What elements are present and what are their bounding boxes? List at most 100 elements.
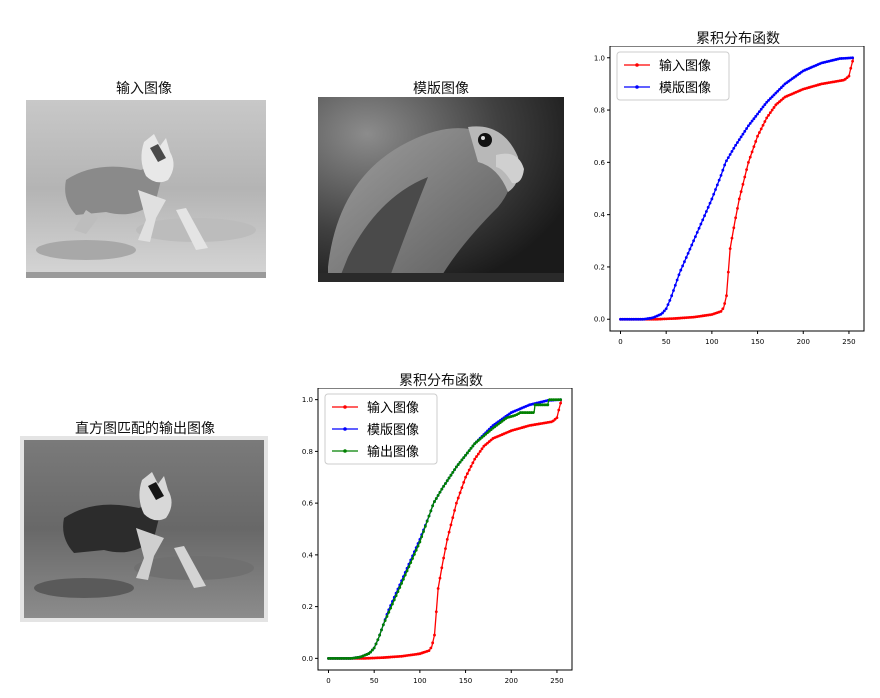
series-point-0	[752, 145, 756, 149]
series-point-1	[721, 168, 725, 172]
series-point-1	[765, 100, 769, 104]
series-point-0	[745, 168, 748, 172]
series-point-0	[776, 101, 780, 105]
series-point-1	[778, 88, 781, 91]
series-point-0	[737, 197, 741, 201]
series-point-2	[425, 519, 429, 523]
series-point-0	[779, 98, 783, 102]
series-point-0	[553, 417, 557, 421]
series-point-1	[690, 243, 694, 247]
series-point-0	[464, 475, 467, 479]
series-point-2	[403, 573, 407, 577]
series-point-2	[383, 619, 387, 622]
series-point-0	[453, 508, 456, 512]
series-point-1	[748, 121, 752, 125]
series-point-0	[434, 610, 438, 614]
x-tick-label: 250	[842, 338, 855, 346]
y-tick-label: 0.8	[302, 448, 313, 456]
series-point-1	[851, 56, 854, 60]
series-point-1	[714, 188, 717, 191]
series-point-0	[480, 447, 484, 451]
series-point-2	[484, 432, 488, 436]
series-point-2	[442, 484, 446, 488]
series-point-2	[480, 436, 484, 439]
series-point-0	[750, 150, 754, 154]
series-point-2	[418, 540, 422, 544]
series-point-1	[757, 110, 761, 114]
legend-label: 输出图像	[367, 444, 419, 460]
series-point-0	[847, 74, 851, 78]
series-point-0	[759, 127, 763, 131]
series-point-2	[370, 648, 374, 652]
y-tick-label: 0.6	[594, 159, 606, 167]
series-point-2	[380, 628, 383, 632]
series-point-0	[447, 530, 451, 534]
series-point-1	[772, 93, 776, 97]
series-point-0	[451, 516, 455, 520]
series-point-2	[378, 633, 382, 637]
series-point-1	[781, 84, 785, 88]
series-point-0	[465, 472, 469, 476]
series-point-2	[429, 509, 433, 513]
series-point-2	[411, 557, 414, 560]
series-point-1	[768, 97, 772, 100]
series-point-2	[451, 471, 455, 474]
series-point-0	[748, 155, 752, 159]
series-point-0	[781, 97, 785, 100]
series-point-1	[710, 197, 714, 201]
series-point-0	[721, 307, 725, 311]
series-point-0	[482, 444, 486, 448]
series-point-2	[400, 581, 403, 585]
series-point-2	[412, 552, 416, 556]
series-point-1	[681, 264, 685, 268]
series-point-2	[471, 444, 475, 448]
series-point-0	[486, 441, 489, 445]
output-image-title: 直方图匹配的输出图像	[75, 421, 215, 437]
series-point-0	[726, 270, 730, 274]
legend-box	[324, 393, 438, 465]
series-point-0	[765, 116, 769, 120]
series-point-1	[661, 311, 664, 315]
series-point-0	[473, 457, 477, 461]
series-point-2	[438, 490, 442, 494]
series-point-2	[431, 504, 435, 508]
series-point-2	[414, 548, 418, 552]
series-point-2	[458, 460, 462, 464]
series-point-0	[471, 461, 475, 465]
legend-marker	[635, 85, 639, 89]
y-tick-label: 1.0	[594, 54, 605, 62]
series-point-0	[739, 190, 743, 194]
series-point-1	[759, 107, 763, 111]
series-point-0	[440, 566, 444, 570]
y-tick-label: 1.0	[302, 396, 313, 404]
y-tick-label: 0.4	[594, 211, 606, 219]
series-point-1	[683, 260, 686, 264]
series-point-0	[559, 401, 562, 405]
series-point-0	[754, 140, 758, 143]
template-image	[318, 97, 564, 282]
series-point-2	[420, 535, 424, 539]
legend-label: 模版图像	[659, 81, 711, 96]
series-point-0	[741, 182, 745, 186]
legend-marker	[635, 63, 639, 67]
series-point-0	[456, 496, 460, 500]
series-point-2	[478, 437, 482, 441]
series-point-0	[467, 468, 471, 472]
series-point-1	[666, 303, 670, 306]
x-tick-label: 200	[797, 338, 810, 346]
series-point-1	[706, 205, 710, 209]
series-point-1	[708, 201, 712, 205]
series-point-0	[433, 633, 436, 637]
series-point-0	[476, 452, 480, 456]
series-point-0	[442, 556, 446, 560]
series-point-0	[555, 416, 559, 420]
series-point-1	[754, 114, 758, 118]
series-point-0	[723, 302, 727, 305]
series-point-2	[423, 525, 427, 528]
x-tick-label: 50	[370, 677, 379, 685]
series-point-2	[444, 482, 447, 485]
series-point-0	[770, 108, 774, 112]
legend-box	[616, 51, 730, 101]
x-tick-label: 100	[413, 677, 426, 685]
y-tick-label: 0.4	[302, 551, 314, 559]
